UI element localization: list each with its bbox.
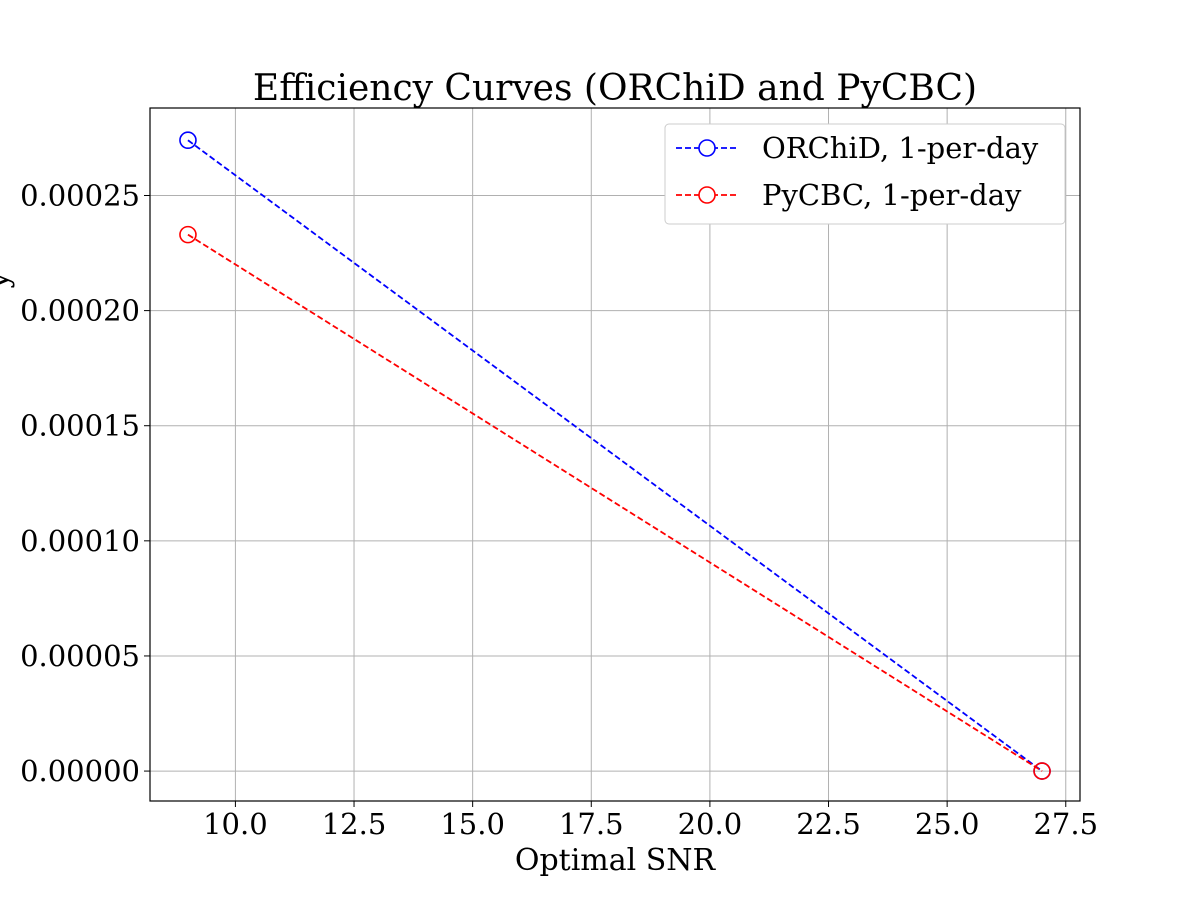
x-tick-label: 22.5 (796, 807, 861, 841)
series-line-orchid (187, 139, 1043, 772)
y-tick-label: 0.00015 (20, 409, 140, 443)
y-tick-label: 0.00000 (20, 754, 140, 788)
legend: ORChiD, 1-per-day PyCBC, 1-per-day (664, 123, 1066, 225)
x-axis-label: Optimal SNR (515, 843, 717, 878)
data-point-pycbc (179, 225, 197, 244)
series-line-pycbc (187, 233, 1043, 772)
legend-marker-orchid (698, 139, 716, 157)
chart-title: Efficiency Curves (ORChiD and PyCBC) (253, 68, 977, 109)
x-tick-label: 15.0 (440, 807, 505, 841)
x-tick-label: 27.5 (1033, 807, 1098, 841)
y-axis-label: y (0, 271, 16, 289)
y-tick-label: 0.00005 (20, 639, 140, 673)
x-tick-label: 25.0 (915, 807, 980, 841)
legend-label-pycbc: PyCBC, 1-per-day (762, 178, 1022, 212)
legend-box (664, 123, 1066, 225)
x-tick-label: 20.0 (678, 807, 743, 841)
data-point-orchid (179, 131, 197, 150)
x-axis-ticks: 10.0 12.5 15.0 17.5 20.0 22.5 25.0 27.5 (203, 801, 1098, 841)
x-tick-label: 10.0 (203, 807, 268, 841)
legend-label-orchid: ORChiD, 1-per-day (762, 131, 1039, 165)
x-tick-label: 17.5 (559, 807, 624, 841)
y-tick-label: 0.00010 (20, 524, 140, 558)
y-tick-label: 0.00020 (20, 294, 140, 328)
x-tick-label: 12.5 (322, 807, 387, 841)
y-tick-label: 0.00025 (20, 178, 140, 212)
legend-marker-pycbc (698, 186, 716, 204)
plot-frame (149, 107, 1081, 802)
series-layer (179, 131, 1051, 780)
y-axis-ticks: 0.00000 0.00005 0.00010 0.00015 0.00020 0.000… (20, 178, 150, 788)
data-point-pycbc (1033, 762, 1051, 780)
